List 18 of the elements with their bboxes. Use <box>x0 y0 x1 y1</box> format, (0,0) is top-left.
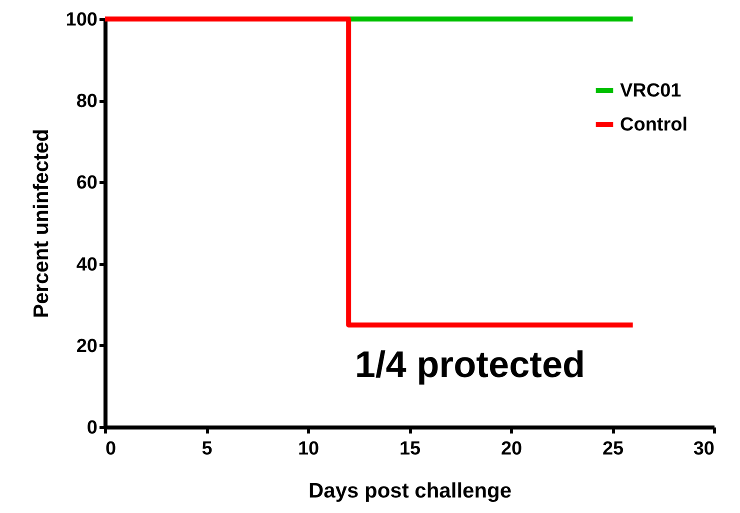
y-tick-label: 100 <box>66 10 98 30</box>
y-tick-label: 0 <box>86 418 98 438</box>
x-tick-label: 20 <box>500 438 522 460</box>
y-tick-label: 80 <box>76 91 98 112</box>
y-tick-label: 60 <box>76 172 98 194</box>
x-tick-label: 10 <box>298 438 320 460</box>
x-tick-label: 5 <box>202 438 213 460</box>
y-tick-label: 40 <box>76 254 98 276</box>
legend-label: VRC01 <box>620 80 682 102</box>
legend-label: Control <box>620 114 688 136</box>
y-axis-title: Percent uninfected <box>30 128 53 318</box>
x-axis-title: Days post challenge <box>308 480 512 502</box>
x-tick-label: 15 <box>399 438 421 460</box>
annotation: 1/4 protected <box>354 344 586 385</box>
y-tick-label: 20 <box>76 336 98 357</box>
x-tick-label: 30 <box>693 438 714 460</box>
x-tick-label: 25 <box>602 438 624 460</box>
x-tick-label: 0 <box>106 438 116 460</box>
